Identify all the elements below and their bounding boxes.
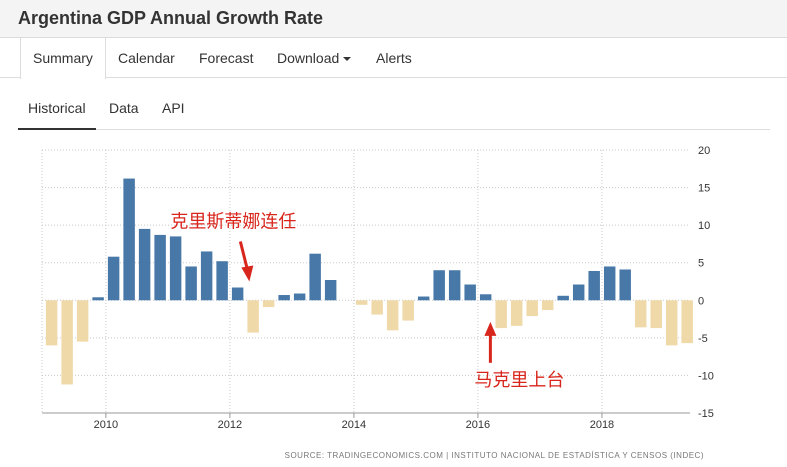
- chart-bar: [154, 234, 166, 301]
- chart-bar: [371, 300, 383, 315]
- tab-calendar[interactable]: Calendar: [118, 50, 175, 66]
- chart-bar: [681, 300, 693, 344]
- y-tick-label: 5: [698, 258, 704, 270]
- chevron-down-icon: [343, 57, 352, 62]
- chart-bar: [247, 300, 259, 333]
- y-tick-label: -10: [698, 370, 714, 382]
- x-tick-label: 2018: [590, 419, 614, 431]
- chart-bar: [510, 300, 523, 326]
- chart-grid: [41, 149, 690, 414]
- chart-bar: [479, 294, 492, 301]
- chart-bar: [355, 300, 368, 305]
- chart-bar: [572, 284, 585, 301]
- subtab-api[interactable]: API: [162, 100, 185, 116]
- annotation-arrow-shaft: [238, 241, 249, 270]
- chart-bar: [107, 256, 120, 301]
- chart-bar: [216, 261, 228, 301]
- chart-axes: -15 -10 -5 0 5 10 15 20 2010 2012 2014 2016 2018: [42, 145, 714, 431]
- chart-bars: [45, 178, 693, 385]
- chart-bar: [309, 253, 321, 301]
- chart-bar: [402, 300, 414, 321]
- chart-bar: [324, 280, 337, 301]
- chart-bar: [665, 300, 678, 346]
- tab-download-label: Download: [277, 50, 340, 66]
- annotation-arrow-head: [484, 321, 497, 336]
- page-title: Argentina GDP Annual Growth Rate: [18, 8, 324, 28]
- y-tick-label: 20: [698, 145, 710, 157]
- tab-download[interactable]: Download: [265, 38, 363, 78]
- chart-bar: [76, 300, 89, 342]
- chart-bar: [169, 236, 182, 301]
- annotation-label: 克里斯蒂娜连任: [170, 212, 296, 233]
- chart-bar: [433, 270, 445, 301]
- chart-bar: [200, 251, 213, 301]
- sub-tabs: Historical Data API: [18, 92, 770, 130]
- gdp-chart: -15 -10 -5 0 5 10 15 20 2010 2012 2014 2016 2018 克里斯…: [41, 145, 714, 460]
- chart-bar: [526, 300, 538, 317]
- chart-bar: [61, 300, 73, 385]
- chart-bar: [541, 300, 554, 311]
- chart-bar: [588, 270, 600, 301]
- x-tick-label: 2012: [218, 419, 242, 431]
- subtab-data[interactable]: Data: [109, 100, 139, 116]
- annotation-label: 马克里上台: [474, 370, 564, 391]
- tab-forecast[interactable]: Forecast: [199, 50, 254, 66]
- tab-alerts[interactable]: Alerts: [376, 50, 412, 66]
- chart-bar: [293, 293, 306, 301]
- chart-bar: [619, 269, 631, 301]
- chart-bar: [464, 284, 476, 301]
- chart-bar: [45, 300, 58, 346]
- y-tick-label: -15: [698, 408, 714, 420]
- y-tick-label: 10: [698, 220, 710, 232]
- chart-bar: [386, 300, 399, 331]
- title-bar: Argentina GDP Annual Growth Rate: [0, 0, 787, 38]
- chart-bar: [92, 297, 104, 301]
- x-tick-label: 2016: [466, 419, 490, 431]
- y-tick-label: 15: [698, 183, 710, 195]
- chart-bar: [417, 296, 430, 301]
- chart-bar: [231, 287, 244, 301]
- y-tick-label: -5: [698, 333, 708, 345]
- chart-bar: [650, 300, 662, 329]
- chart-bar: [634, 300, 647, 328]
- chart-bar: [603, 266, 616, 301]
- x-tick-label: 2010: [94, 419, 118, 431]
- source-credit: SOURCE: TRADINGECONOMICS.COM | INSTITUTO…: [285, 451, 704, 460]
- subtab-historical[interactable]: Historical: [18, 92, 96, 130]
- chart-bar: [495, 300, 507, 329]
- chart-bar: [185, 266, 197, 301]
- x-tick-label: 2014: [342, 419, 366, 431]
- chart-bar: [262, 300, 275, 308]
- chart-bar: [448, 270, 461, 301]
- chart-bar: [278, 295, 290, 301]
- y-tick-label: 0: [698, 295, 704, 307]
- chart-bar: [123, 178, 135, 301]
- main-tabs: Summary Calendar Forecast Download Alert…: [0, 38, 787, 79]
- chart-bar: [557, 295, 569, 301]
- tab-summary[interactable]: Summary: [20, 38, 106, 79]
- annotation-arrow-head: [241, 265, 254, 282]
- chart-bar: [138, 228, 151, 301]
